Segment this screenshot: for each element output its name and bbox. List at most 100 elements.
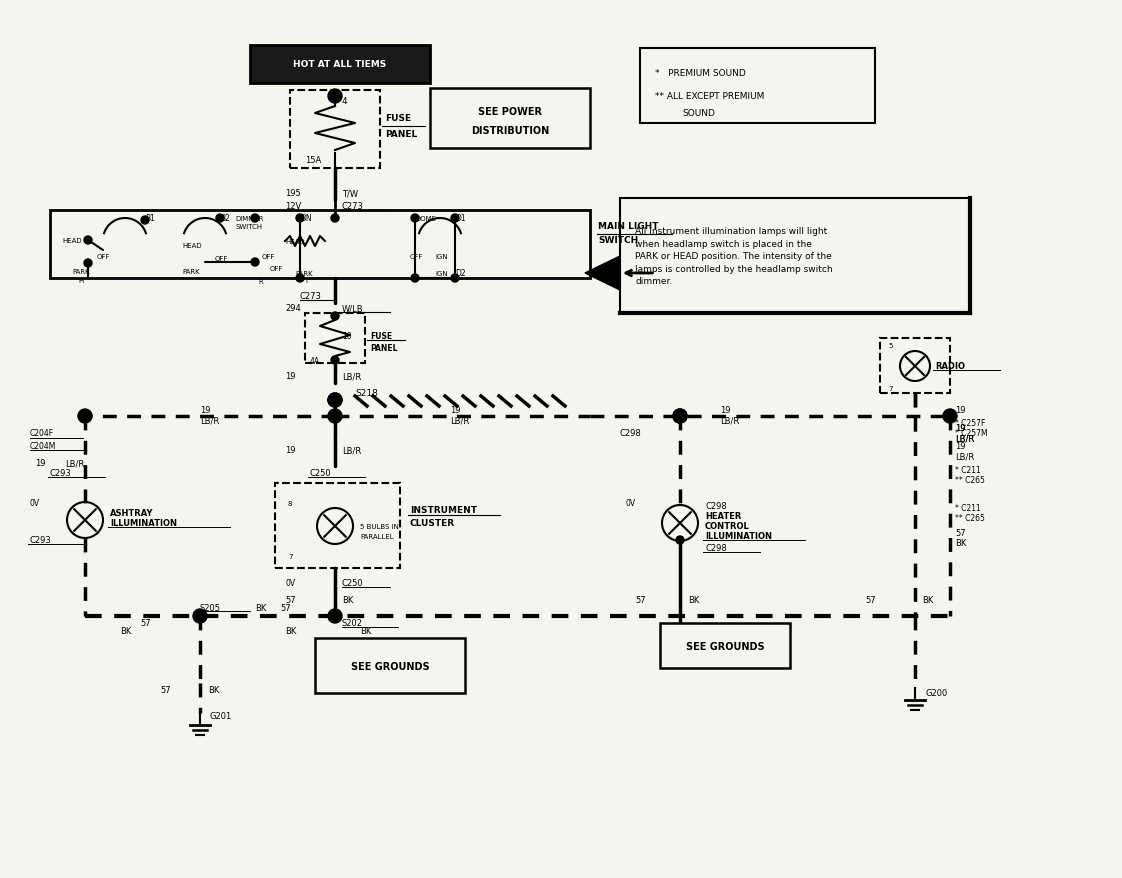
Text: G201: G201 [210,712,232,721]
Text: 0V: 0V [30,499,40,507]
Text: B2: B2 [220,214,230,223]
Circle shape [328,90,342,104]
Text: 57: 57 [865,596,875,605]
Circle shape [331,313,339,320]
Circle shape [251,259,259,267]
Text: C273: C273 [300,292,322,301]
Text: LB/R: LB/R [342,372,361,381]
Text: HEAD: HEAD [182,242,202,248]
Circle shape [411,275,419,283]
Text: LB/R: LB/R [720,416,739,425]
Text: ** ALL EXCEPT PREMIUM: ** ALL EXCEPT PREMIUM [655,92,764,101]
Circle shape [673,409,687,423]
Polygon shape [585,256,620,291]
Text: 5 BULBS IN: 5 BULBS IN [360,523,399,529]
Text: OFF: OFF [263,254,275,260]
Text: 0V: 0V [285,579,295,588]
Text: 57: 57 [635,596,645,605]
Text: LB/R: LB/R [65,459,84,468]
Circle shape [331,356,339,364]
Text: OFF: OFF [410,254,423,260]
Text: SEE GROUNDS: SEE GROUNDS [351,661,430,672]
Text: * C211: * C211 [955,466,981,475]
Text: C293: C293 [50,469,72,478]
Text: 19: 19 [955,424,966,433]
Text: 7: 7 [288,553,293,559]
Text: T/W: T/W [342,190,358,198]
Bar [50,211,590,278]
Text: LB/R: LB/R [955,434,974,443]
Text: 57: 57 [280,604,291,613]
Text: C298: C298 [705,502,727,511]
Text: SWITCH: SWITCH [234,224,263,230]
Text: 19: 19 [955,442,966,451]
Circle shape [296,275,304,283]
Text: 19: 19 [35,459,46,468]
Circle shape [328,393,342,407]
Text: W/LB: W/LB [342,304,364,313]
Bar [660,623,790,668]
Text: BK: BK [955,539,966,548]
Text: SWITCH: SWITCH [598,236,638,245]
Text: LB/R: LB/R [955,434,974,443]
Circle shape [451,215,459,223]
Bar [880,339,950,393]
Bar [289,91,380,169]
Text: 19: 19 [955,406,966,415]
Text: HOT AT ALL TIEMS: HOT AT ALL TIEMS [293,61,387,69]
Text: C273: C273 [342,202,364,212]
Text: BK: BK [285,627,296,636]
Text: RADIO: RADIO [935,362,965,371]
Text: 10: 10 [342,332,351,342]
Circle shape [328,393,342,407]
Text: 19: 19 [285,446,295,455]
Text: OFF: OFF [96,254,110,260]
Text: 15A: 15A [305,156,321,165]
Text: B1: B1 [145,214,155,223]
Text: 8: 8 [288,500,293,507]
Text: FUSE: FUSE [370,332,392,342]
Text: R: R [258,278,263,284]
Circle shape [673,409,687,423]
Circle shape [217,215,224,223]
Text: DOME: DOME [415,216,436,222]
Text: PARK: PARK [295,270,313,277]
Text: C298: C298 [620,429,642,438]
Text: DIMMER: DIMMER [234,216,264,222]
Text: IGN: IGN [435,254,448,260]
Text: 12V: 12V [285,202,301,212]
Text: PANEL: PANEL [385,130,417,140]
Circle shape [193,609,206,623]
Text: All instrument illumination lamps will light
when headlamp switch is placed in t: All instrument illumination lamps will l… [635,227,833,286]
Text: HEAD: HEAD [62,238,82,244]
Text: 195: 195 [285,190,301,198]
Text: ASHTRAY: ASHTRAY [110,509,154,518]
Bar [275,484,401,568]
Circle shape [79,409,92,423]
Text: LB/R: LB/R [200,416,219,425]
Text: D2: D2 [456,270,466,278]
Bar [430,89,590,149]
Text: 19: 19 [285,372,295,381]
Text: *   PREMIUM SOUND: * PREMIUM SOUND [655,69,746,78]
Text: 57: 57 [140,619,150,628]
Text: ILLUMINATION: ILLUMINATION [705,532,772,541]
Bar [620,198,971,313]
Circle shape [942,409,957,423]
Text: LB/R: LB/R [450,416,469,425]
Text: FUSE: FUSE [385,114,411,124]
Text: 0V: 0V [625,499,635,507]
Text: OFF: OFF [270,266,284,271]
Text: SEE GROUNDS: SEE GROUNDS [686,641,764,651]
Text: 19: 19 [450,406,460,415]
Text: H: H [79,277,83,284]
Circle shape [141,217,149,225]
Text: HEATER: HEATER [705,512,742,521]
Text: ** C265: ** C265 [955,514,985,523]
Bar [305,313,365,363]
Text: PARK: PARK [72,269,90,275]
Text: C293: C293 [30,536,52,545]
Text: 19: 19 [955,424,966,433]
Bar [315,638,465,694]
Text: G200: G200 [925,688,947,698]
